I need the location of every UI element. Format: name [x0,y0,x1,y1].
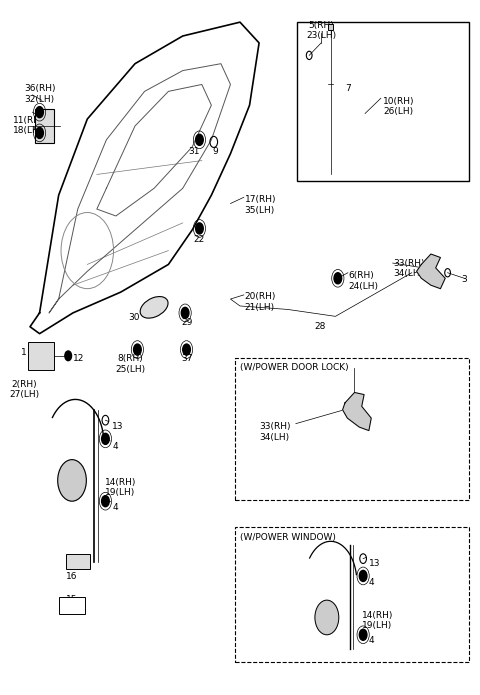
Circle shape [183,344,191,355]
Polygon shape [417,254,445,288]
Circle shape [315,600,339,635]
Circle shape [360,629,367,640]
Circle shape [360,571,367,582]
Text: (W/POWER WINDOW): (W/POWER WINDOW) [240,533,336,542]
Polygon shape [343,393,371,431]
Circle shape [65,351,72,361]
Text: 6(RH)
24(LH): 6(RH) 24(LH) [349,271,379,291]
Text: 9: 9 [212,147,218,156]
Circle shape [36,106,43,117]
Text: 4: 4 [112,441,118,450]
Text: 11(RH)
18(LH): 11(RH) 18(LH) [13,115,45,135]
Circle shape [36,127,43,138]
Text: 28: 28 [314,322,326,331]
Text: (W/POWER DOOR LOCK): (W/POWER DOOR LOCK) [240,363,348,373]
Bar [66,554,90,569]
Bar [35,109,54,142]
Text: 12: 12 [73,354,84,363]
Text: 8(RH)
25(LH): 8(RH) 25(LH) [115,354,145,374]
Text: 14(RH)
19(LH): 14(RH) 19(LH) [362,610,393,630]
Text: 30: 30 [128,313,140,322]
Text: 33(RH)
34(LH): 33(RH) 34(LH) [394,259,425,278]
Text: 4: 4 [112,502,118,512]
Text: 13: 13 [369,559,380,568]
Text: 17(RH)
35(LH): 17(RH) 35(LH) [245,195,276,215]
Bar [28,342,54,370]
Circle shape [133,344,141,355]
Text: 33(RH)
34(LH): 33(RH) 34(LH) [259,423,290,441]
Text: 13: 13 [112,422,124,431]
Circle shape [181,307,189,318]
Text: 3: 3 [461,275,467,284]
Text: 36(RH)
32(LH): 36(RH) 32(LH) [24,85,56,104]
Circle shape [102,434,109,444]
Text: 29: 29 [181,318,192,327]
Text: 15: 15 [66,595,78,604]
Text: 1: 1 [22,348,27,357]
Bar [235,528,469,662]
Circle shape [334,272,342,284]
Circle shape [196,223,203,234]
Text: 5(RH)
23(LH): 5(RH) 23(LH) [306,21,336,40]
Text: 16: 16 [66,573,78,582]
Text: 20(RH)
21(LH): 20(RH) 21(LH) [245,292,276,311]
Text: 4: 4 [369,578,374,587]
Ellipse shape [140,297,168,318]
Text: 4: 4 [369,636,374,645]
Text: 10(RH)
26(LH): 10(RH) 26(LH) [383,97,415,116]
Text: 37: 37 [182,354,193,363]
Text: 2(RH)
27(LH): 2(RH) 27(LH) [9,380,39,400]
Bar [328,24,333,31]
Text: 22: 22 [194,235,205,244]
Circle shape [102,496,109,507]
Bar [59,597,85,614]
Circle shape [58,459,86,501]
Text: 7: 7 [345,85,351,93]
Bar [297,22,469,181]
Circle shape [196,134,203,145]
Text: 31: 31 [188,147,200,156]
Bar [235,358,469,500]
Text: 14(RH)
19(LH): 14(RH) 19(LH) [106,477,137,497]
